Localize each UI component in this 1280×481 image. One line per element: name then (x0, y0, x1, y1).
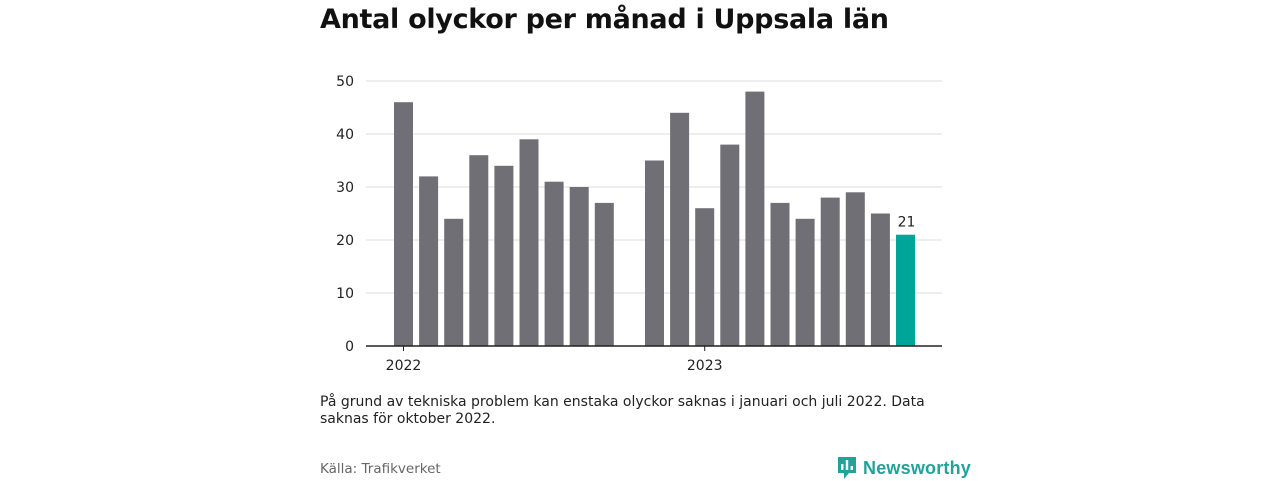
bar-chart: 0 10 20 30 40 50 21 2022 2023 (336, 74, 942, 374)
source-credit: Källa: Trafikverket (320, 461, 441, 477)
bar-data-label: 21 (898, 215, 916, 231)
bar (594, 202, 614, 346)
y-tick-label: 30 (336, 180, 354, 196)
bar-highlight (896, 234, 915, 346)
y-tick-label: 10 (336, 286, 354, 302)
bar (670, 112, 690, 346)
bar (569, 187, 589, 346)
bar (469, 155, 489, 346)
axes (366, 345, 942, 351)
bar (745, 91, 765, 346)
bars (394, 91, 915, 346)
footnote: På grund av tekniska problem kan enstaka… (320, 394, 925, 427)
y-tick-label: 0 (345, 339, 354, 355)
newsworthy-logo-icon (838, 457, 856, 479)
bar (870, 213, 890, 346)
bar (394, 102, 413, 346)
chart-title: Antal olyckor per månad i Uppsala län (320, 4, 889, 35)
bar (720, 144, 740, 346)
bar (695, 208, 715, 346)
bar (544, 181, 564, 346)
bar (820, 197, 840, 346)
bar (519, 139, 539, 346)
labels: 0 10 20 30 40 50 21 2022 2023 (336, 74, 915, 374)
y-tick-label: 20 (336, 233, 354, 249)
brand-name: Newsworthy (863, 457, 972, 478)
bar (795, 218, 815, 346)
bar (845, 192, 865, 346)
bar (494, 165, 514, 346)
newsworthy-brand: Newsworthy (836, 455, 971, 481)
x-tick-label: 2022 (386, 358, 422, 374)
bar (419, 176, 439, 346)
y-tick-label: 40 (336, 127, 354, 143)
bar (444, 218, 464, 346)
x-tick-label: 2023 (687, 358, 723, 374)
bar (770, 202, 790, 346)
y-tick-label: 50 (336, 74, 354, 90)
bar (645, 160, 664, 346)
